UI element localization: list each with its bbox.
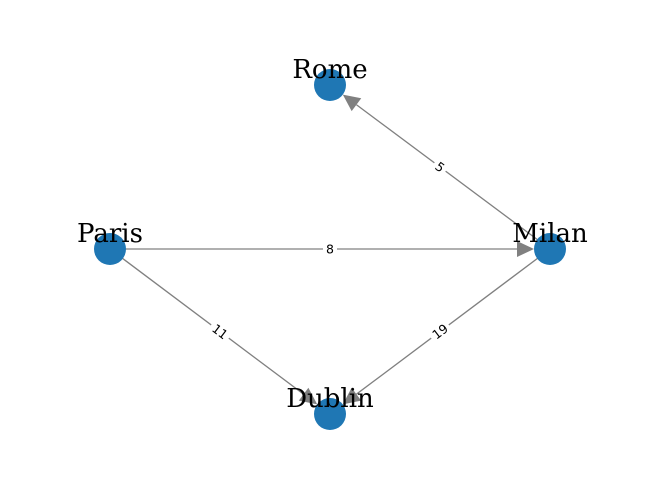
- arrowhead-paris-to-milan: [517, 241, 534, 257]
- nodes-layer: [94, 69, 566, 430]
- edges-layer: 5 8 11 19: [109, 94, 551, 405]
- edge-milan-to-dublin: 19: [342, 248, 551, 405]
- node-milan: [534, 233, 566, 265]
- node-label-paris: Paris: [77, 219, 143, 249]
- node-label-dublin: Dublin: [286, 384, 374, 414]
- edge-weight-bg: [426, 318, 454, 345]
- node-rome: [314, 69, 346, 101]
- edge-weight-paris-to-dublin: 11: [206, 318, 234, 345]
- edge-milan-to-rome: 5: [342, 94, 551, 250]
- arrowhead-milan-to-rome: [342, 94, 362, 112]
- edge-weight-bg: [323, 241, 337, 257]
- edge-line-milan-to-dublin: [356, 248, 551, 395]
- node-paris: [94, 233, 126, 265]
- edge-line-milan-to-rome: [356, 104, 551, 250]
- node-label-milan: Milan: [512, 219, 588, 249]
- edge-weight-milan-to-rome: 5: [429, 156, 451, 178]
- edge-weight-text: 8: [326, 242, 334, 257]
- edge-weight-bg: [429, 156, 451, 178]
- edge-paris-to-milan: 8: [110, 241, 534, 257]
- node-dublin: [314, 398, 346, 430]
- edge-weight-paris-to-milan: 8: [323, 241, 337, 257]
- edge-line-paris-to-dublin: [109, 248, 304, 395]
- arrowhead-paris-to-dublin: [298, 387, 318, 405]
- arrowhead-milan-to-dublin: [342, 387, 362, 405]
- node-label-rome: Rome: [292, 55, 367, 85]
- edge-weight-bg: [206, 318, 234, 345]
- labels-layer: Rome Paris Milan Dublin: [77, 55, 588, 414]
- edge-paris-to-dublin: 11: [109, 248, 318, 405]
- edge-weight-milan-to-dublin: 19: [426, 318, 454, 345]
